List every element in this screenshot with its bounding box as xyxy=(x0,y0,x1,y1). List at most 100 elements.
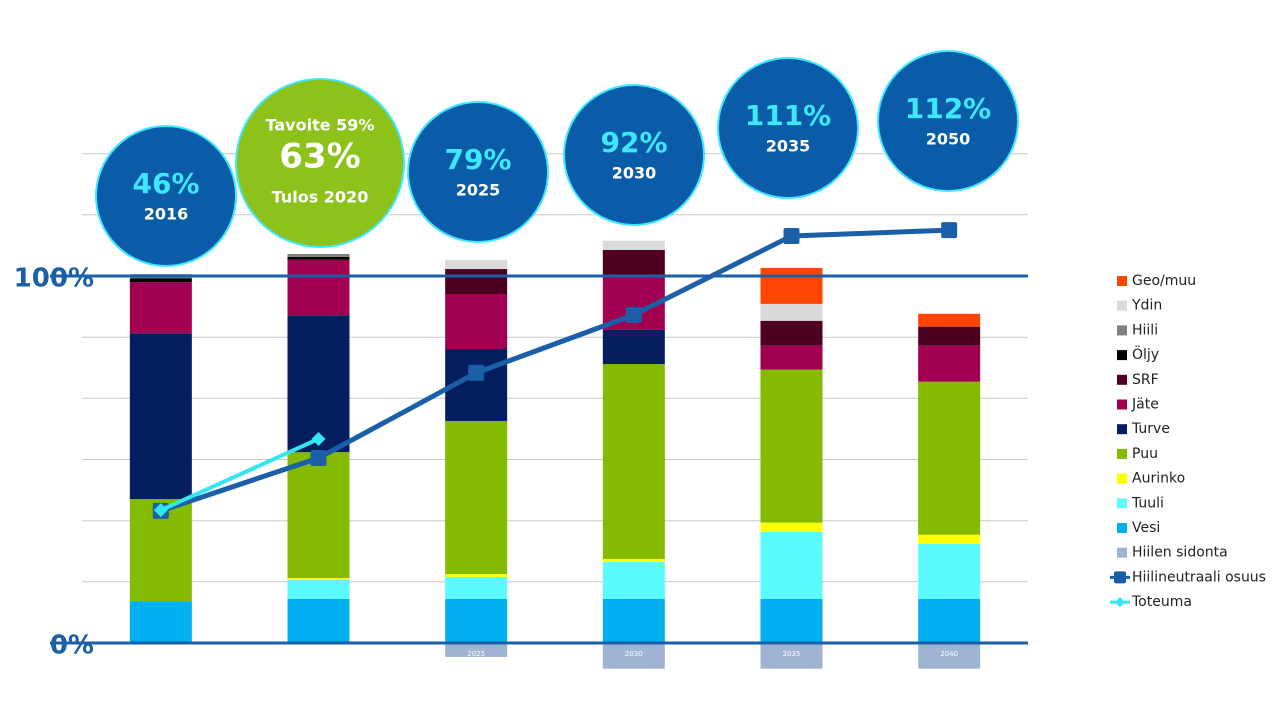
bar-segment xyxy=(602,329,665,365)
bubble-text: 63% xyxy=(279,137,360,177)
bar-segment xyxy=(918,313,981,327)
bubble-circle xyxy=(717,57,859,199)
bar-segment xyxy=(760,531,823,599)
bar-segment xyxy=(445,598,508,643)
bubble-text: 2035 xyxy=(766,137,811,156)
x-tick-label: 2030 xyxy=(625,650,643,658)
bar-segment xyxy=(918,598,981,643)
legend-label: Ydin xyxy=(1131,298,1162,314)
legend-swatch xyxy=(1117,473,1127,484)
legend-label: Geo/muu xyxy=(1132,273,1196,289)
legend-item: SRF xyxy=(1117,372,1159,388)
bar-segment xyxy=(287,316,350,453)
legend-label: Öljy xyxy=(1132,345,1159,363)
bar-segment xyxy=(445,420,508,575)
bubble-circle xyxy=(877,50,1019,192)
line-marker xyxy=(310,450,327,467)
legend-swatch xyxy=(1117,399,1127,410)
bar-segment xyxy=(760,303,823,321)
legend-item: Hiilineutraali osuus xyxy=(1110,569,1266,585)
legend-swatch xyxy=(1117,448,1127,459)
legend-item: Jäte xyxy=(1117,397,1159,413)
line-marker xyxy=(941,222,958,239)
bar-segment xyxy=(287,253,350,257)
bar-segment xyxy=(129,282,192,334)
bubble-text: 112% xyxy=(905,92,992,125)
bubble: 46% 2016 xyxy=(95,125,237,267)
legend-item: Geo/muu xyxy=(1117,273,1196,289)
line-marker xyxy=(153,503,168,518)
legend-label: Toteuma xyxy=(1131,594,1192,610)
bubble-text: 79% xyxy=(444,143,511,176)
bar-segment xyxy=(287,452,350,579)
bar-segment xyxy=(445,293,508,350)
bar-segment xyxy=(918,381,981,535)
bubble: Tavoite 59% 63% Tulos 2020 xyxy=(235,78,405,248)
bubble-circle xyxy=(407,101,549,243)
bubble: 92% 2030 xyxy=(563,84,705,226)
bar-segment xyxy=(129,601,192,643)
bar-segment xyxy=(602,598,665,643)
legend-swatch xyxy=(1117,498,1127,509)
legend-label: Jäte xyxy=(1131,397,1159,413)
bar-segment xyxy=(287,256,350,260)
legend-swatch xyxy=(1117,350,1127,361)
bubble: 79% 2025 xyxy=(407,101,549,243)
legend-swatch xyxy=(1117,424,1127,435)
bubble-text: 2050 xyxy=(926,130,971,149)
bar-segment xyxy=(129,278,192,283)
bar-segment xyxy=(287,578,350,580)
legend-swatch xyxy=(1117,325,1127,336)
bar-segment xyxy=(445,576,508,599)
bubble-text: 2030 xyxy=(612,164,657,183)
bubble-text: Tulos 2020 xyxy=(272,188,369,207)
legend-item: Hiili xyxy=(1117,322,1158,338)
line-marker xyxy=(468,364,485,381)
legend-item: Vesi xyxy=(1117,520,1160,536)
bubble-text: 46% xyxy=(132,167,199,200)
bar-segment xyxy=(760,598,823,643)
legend-marker xyxy=(1115,597,1125,608)
bar-segment xyxy=(918,543,981,599)
legend-label: Puu xyxy=(1132,446,1158,462)
legend-swatch xyxy=(1117,547,1127,558)
bubble-circle xyxy=(563,84,705,226)
legend-item: Aurinko xyxy=(1117,471,1185,487)
legend-label: Hiili xyxy=(1132,322,1158,338)
legend-label: Hiilen sidonta xyxy=(1132,545,1228,561)
bubble-text: 2016 xyxy=(144,205,189,224)
legend-item: Ydin xyxy=(1117,298,1162,314)
line-series xyxy=(160,227,950,514)
legend-label: Turve xyxy=(1131,421,1170,437)
legend-swatch xyxy=(1117,276,1127,286)
bar-segment xyxy=(602,240,665,250)
bar-segment xyxy=(918,345,981,382)
legend-label: SRF xyxy=(1132,372,1159,388)
y-tick-label: 0% xyxy=(50,631,94,661)
bar-segment xyxy=(760,643,823,669)
legend-label: Aurinko xyxy=(1132,471,1185,487)
bubble-text: 92% xyxy=(600,126,667,159)
legend-swatch xyxy=(1117,300,1127,311)
bar-segment xyxy=(918,326,981,346)
bar-segment xyxy=(760,267,823,304)
legend-swatch xyxy=(1117,523,1127,533)
bar-segment xyxy=(602,249,665,275)
line-series xyxy=(160,437,320,512)
bar-segment xyxy=(445,269,508,294)
y-tick-label: 100% xyxy=(14,264,94,294)
bar-segment xyxy=(602,558,665,562)
legend-label: Tuuli xyxy=(1131,495,1164,511)
bar-segment xyxy=(760,369,823,523)
bar-segment xyxy=(760,320,823,346)
legend-label: Vesi xyxy=(1132,520,1160,536)
bar-segment xyxy=(918,643,981,669)
line-marker xyxy=(625,306,642,323)
legend-item: Puu xyxy=(1117,446,1158,462)
bar-segment xyxy=(445,574,508,577)
bar-segment xyxy=(287,598,350,643)
legend-item: Toteuma xyxy=(1110,594,1192,610)
bar-segment xyxy=(445,259,508,270)
legend-item: Hiilen sidonta xyxy=(1117,545,1228,561)
bar-segment xyxy=(287,259,350,317)
